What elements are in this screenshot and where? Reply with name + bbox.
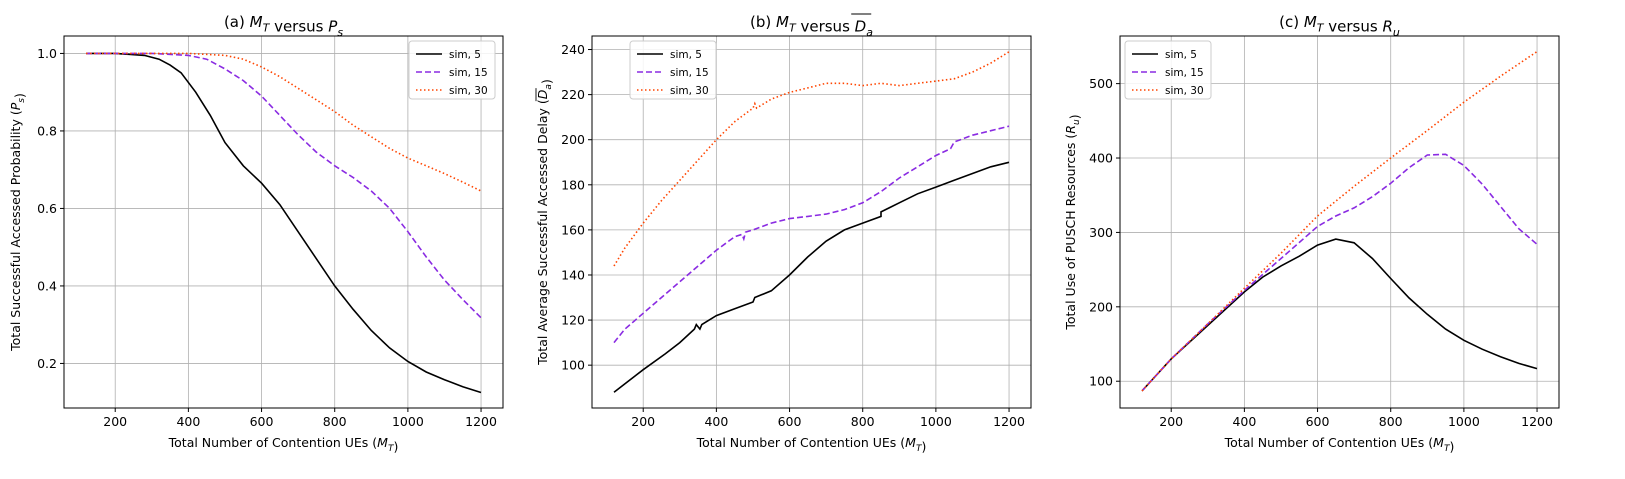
axes-frame	[63, 35, 504, 409]
legend-entry-label: sim, 30	[1165, 85, 1204, 97]
x-tick-label: 200	[631, 414, 655, 429]
y-tick-label: 500	[1089, 76, 1113, 91]
y-tick-label: 0.6	[37, 201, 57, 216]
y-tick-label: 180	[561, 177, 585, 192]
legend-entry-label: sim, 15	[670, 67, 709, 79]
x-axis-label: Total Number of Contention UEs (MT)	[696, 435, 927, 454]
y-tick-label: 120	[561, 313, 585, 328]
legend-box	[408, 40, 496, 100]
x-tick-label: 200	[103, 414, 127, 429]
y-axis-label: Total Successful Accessed Probability (P…	[8, 93, 27, 352]
x-tick-label: 200	[1159, 414, 1183, 429]
x-tick-label: 400	[1232, 414, 1256, 429]
y-tick-label: 100	[1089, 374, 1113, 389]
series-line-sim-15	[613, 125, 1010, 344]
chart-title: (c) MT versus Ru	[1279, 13, 1400, 39]
series-line-sim-5	[1141, 238, 1538, 392]
x-tick-label: 800	[1379, 414, 1403, 429]
y-tick-label: 140	[561, 267, 585, 282]
series-line-sim-15	[86, 52, 482, 319]
series-line-sim-30	[1141, 50, 1538, 392]
x-tick-label: 1000	[920, 414, 952, 429]
chart-panel-1: 200 400 600 800 1000 1200 0.2 0.4 0.6 0.8 1.0 (a) M…	[8, 13, 504, 454]
legend-box	[1124, 40, 1212, 100]
legend-entry-label: sim, 15	[1165, 67, 1204, 79]
series-line-sim-30	[613, 51, 1010, 267]
y-tick-label: 220	[561, 87, 585, 102]
series-line-sim-15	[1141, 153, 1538, 392]
series-line-sim-5	[613, 161, 1010, 393]
x-tick-label: 600	[778, 414, 802, 429]
x-tick-label: 1000	[1448, 414, 1480, 429]
x-axis-label: Total Number of Contention UEs (MT)	[1224, 435, 1455, 454]
y-tick-label: 400	[1089, 151, 1113, 166]
x-axis-label: Total Number of Contention UEs (MT)	[168, 435, 399, 454]
x-tick-label: 800	[851, 414, 875, 429]
x-tick-label: 1200	[1521, 414, 1553, 429]
chart-title: (b) MT versus Da	[750, 13, 873, 39]
x-tick-label: 600	[250, 414, 274, 429]
y-tick-label: 1.0	[37, 46, 57, 61]
series-line-sim-5	[86, 52, 482, 394]
y-tick-label: 240	[561, 42, 585, 57]
legend-entry-label: sim, 15	[449, 67, 488, 79]
y-tick-label: 300	[1089, 225, 1113, 240]
y-tick-label: 200	[1089, 299, 1113, 314]
chart-panel-2: 200 400 600 800 1000 1200 100 120 140 160 180 200 22…	[535, 13, 1032, 454]
y-tick-label: 0.4	[37, 278, 57, 293]
x-tick-label: 800	[323, 414, 347, 429]
chart-panel-3: 200 400 600 800 1000 1200 100 200 300 400 500 (c) M…	[1063, 13, 1560, 454]
legend-entry-label: sim, 5	[449, 49, 481, 61]
axes-frame	[1119, 35, 1560, 409]
chart-title: (a) MT versus Ps	[224, 13, 343, 39]
x-tick-label: 1000	[392, 414, 424, 429]
x-tick-label: 1200	[465, 414, 497, 429]
y-axis-label: Total Use of PUSCH Resources (Ru)	[1063, 114, 1082, 330]
legend-entry-label: sim, 30	[449, 85, 488, 97]
legend-entry-label: sim, 30	[670, 85, 709, 97]
legend-box	[629, 40, 717, 100]
x-tick-label: 600	[1306, 414, 1330, 429]
y-tick-label: 160	[561, 222, 585, 237]
legend-entry-label: sim, 5	[670, 49, 702, 61]
y-tick-label: 200	[561, 132, 585, 147]
y-axis-label: Total Average Successful Accessed Delay …	[535, 79, 554, 366]
x-tick-label: 400	[176, 414, 200, 429]
legend-entry-label: sim, 5	[1165, 49, 1197, 61]
y-tick-label: 0.2	[37, 356, 57, 371]
y-tick-label: 0.8	[37, 123, 57, 138]
axes-frame	[591, 35, 1032, 409]
y-tick-label: 100	[561, 358, 585, 373]
x-tick-label: 400	[704, 414, 728, 429]
x-tick-label: 1200	[993, 414, 1025, 429]
